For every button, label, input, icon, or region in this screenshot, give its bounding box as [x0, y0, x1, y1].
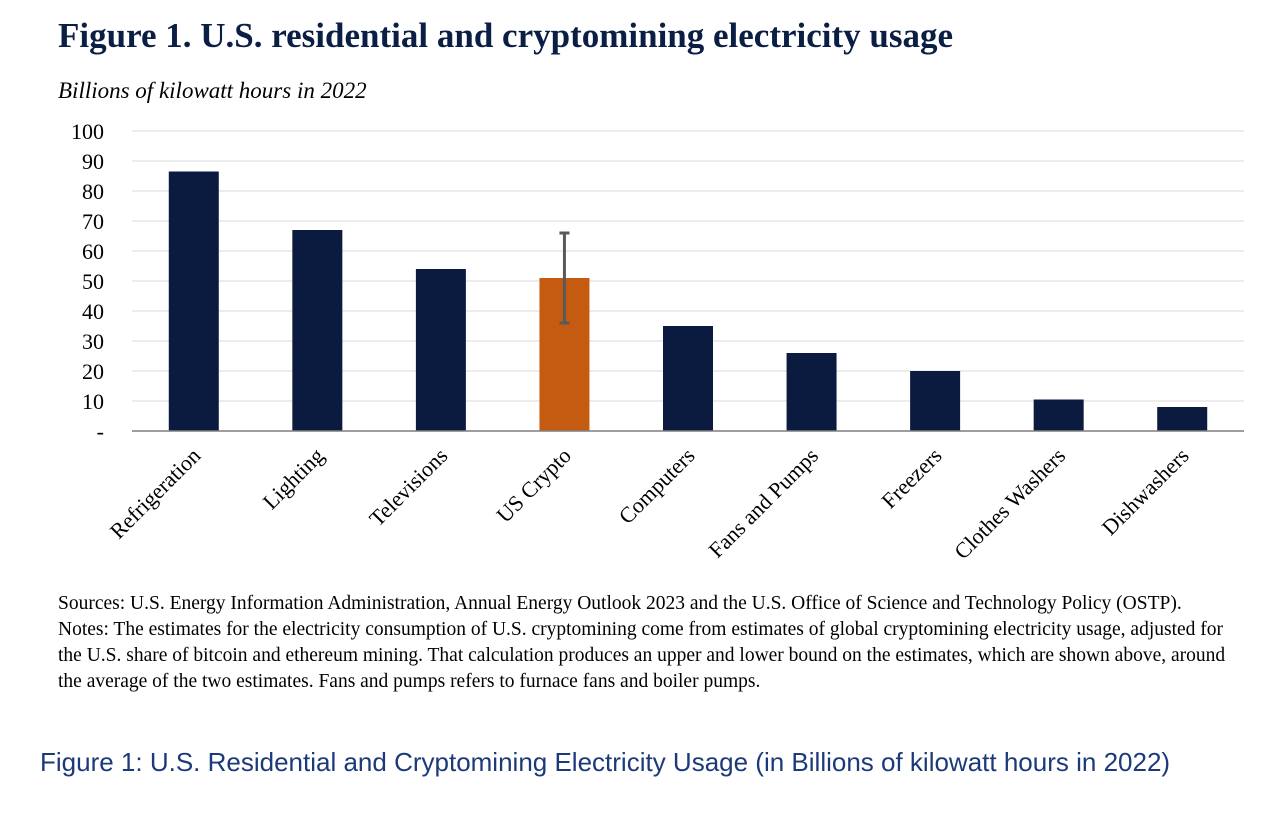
x-tick-label: Lighting: [258, 443, 329, 514]
y-tick-label: 20: [82, 359, 104, 384]
bar: [786, 353, 837, 431]
y-tick-label: 30: [82, 329, 104, 354]
x-tick-label: US Crypto: [491, 443, 576, 528]
x-tick-label: Clothes Washers: [949, 443, 1070, 564]
chart-title: Figure 1. U.S. residential and cryptomin…: [58, 16, 954, 55]
x-tick-label: Fans and Pumps: [703, 443, 823, 563]
y-tick-label: 80: [82, 179, 104, 204]
x-tick-label: Freezers: [876, 443, 946, 513]
y-tick-label: 50: [82, 269, 104, 294]
y-tick-label: 40: [82, 299, 104, 324]
bar: [168, 171, 219, 431]
y-tick-label: -: [97, 419, 104, 444]
bar-chart: - 10 20 30 40 50 60 70 80 90 100 Refrigeration Light…: [71, 119, 1244, 564]
y-tick-label: 70: [82, 209, 104, 234]
bar: [1157, 407, 1208, 431]
bar: [292, 230, 343, 431]
x-tick-label: Dishwashers: [1097, 443, 1194, 540]
chart-subtitle: Billions of kilowatt hours in 2022: [58, 78, 367, 103]
x-tick-label: Televisions: [364, 443, 452, 531]
notes-text: Notes: The estimates for the electricity…: [58, 619, 1226, 692]
bar: [663, 326, 713, 431]
y-tick-label: 60: [82, 239, 104, 264]
figure-caption: Figure 1: U.S. Residential and Cryptomin…: [40, 747, 1171, 777]
sources-text: Sources: U.S. Energy Information Adminis…: [58, 593, 1182, 614]
x-tick-label: Refrigeration: [105, 443, 206, 544]
bar: [1033, 399, 1084, 431]
y-tick-label: 100: [71, 119, 104, 144]
bar: [910, 371, 961, 431]
bar: [415, 269, 466, 431]
chart-notes: Sources: U.S. Energy Information Adminis…: [58, 591, 1248, 695]
x-tick-label: Computers: [614, 443, 700, 529]
y-tick-label: 10: [82, 389, 104, 414]
y-tick-label: 90: [82, 149, 104, 174]
